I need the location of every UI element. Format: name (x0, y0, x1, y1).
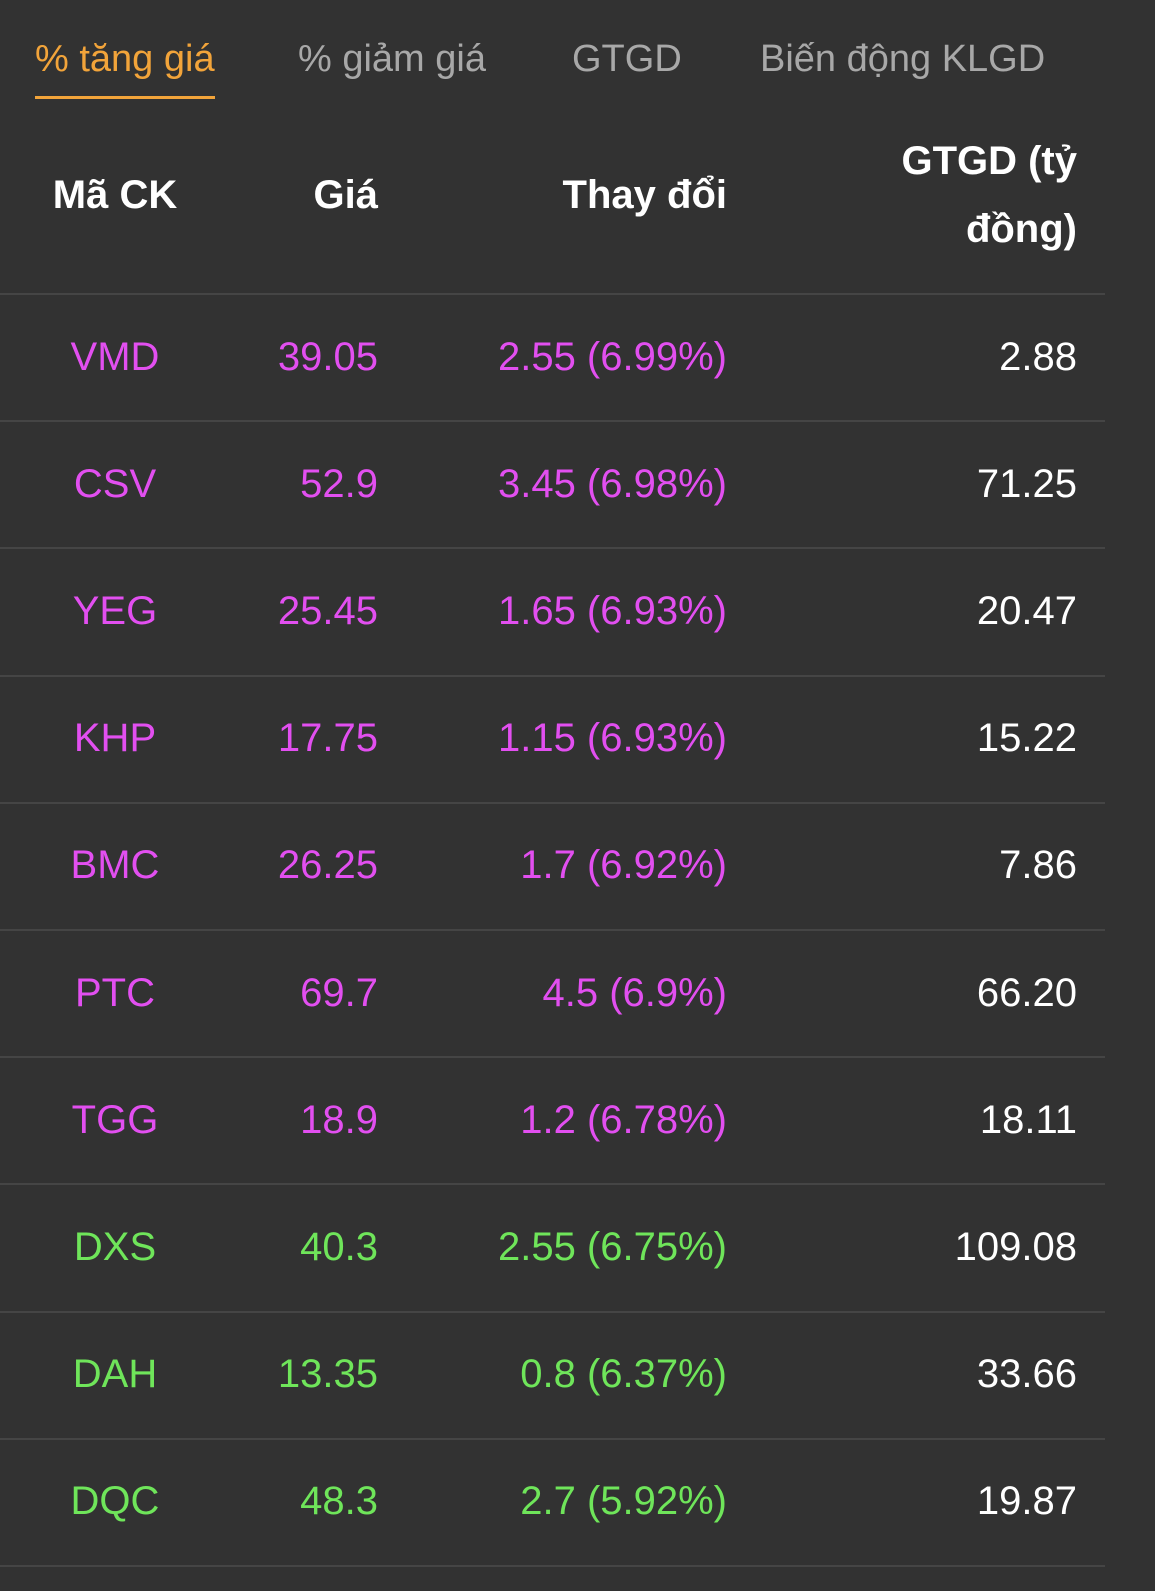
table-cell: 7.86 (999, 843, 1077, 888)
table-cell: TGG (71, 1097, 159, 1142)
table-cell: 26.25 (277, 843, 378, 888)
table-cell: CSV (73, 461, 157, 506)
table-cell: 71.25 (976, 461, 1077, 506)
table-cell: 19.87 (976, 1479, 1077, 1524)
table-cell: VMD (70, 334, 160, 379)
tab-underline (35, 96, 215, 99)
row-separator (0, 1438, 1105, 1440)
row-separator (0, 1565, 1105, 1567)
table-cell: 39.05 (277, 334, 378, 379)
table-cell: 69.7 (300, 970, 378, 1015)
row-separator (0, 420, 1105, 422)
table-cell: 33.66 (976, 1352, 1077, 1397)
tab[interactable]: GTGD (572, 38, 682, 80)
table-cell: 0.8 (6.37%) (520, 1352, 727, 1397)
table-cell: 3.45 (6.98%) (497, 461, 727, 506)
row-separator (0, 1056, 1105, 1058)
column-header: Mã CK (52, 173, 178, 217)
table-cell: 40.3 (300, 1225, 378, 1269)
table-cell: 15.22 (976, 716, 1077, 761)
row-separator (0, 1183, 1105, 1185)
table-cell: 2.55 (6.99%) (497, 334, 727, 379)
table-cell: DQC (70, 1479, 160, 1524)
row-separator (0, 929, 1105, 931)
table-cell: 25.45 (277, 589, 378, 633)
row-separator (0, 675, 1105, 677)
table-cell: 20.47 (976, 589, 1077, 633)
row-separator (0, 1311, 1105, 1313)
table-cell: 66.20 (976, 970, 1077, 1015)
table-cell: 109.08 (954, 1225, 1077, 1269)
table-cell: 48.3 (300, 1479, 378, 1524)
tab[interactable]: % giảm giá (298, 38, 486, 80)
column-header: Thay đổi (562, 173, 727, 217)
row-separator (0, 802, 1105, 804)
table-cell: DXS (73, 1225, 157, 1269)
table-cell: 52.9 (300, 461, 378, 506)
column-header: Giá (313, 173, 378, 217)
table-cell: 1.2 (6.78%) (520, 1097, 727, 1142)
table-cell: 1.15 (6.93%) (497, 716, 727, 761)
table-cell: 2.55 (6.75%) (497, 1225, 727, 1269)
table-cell: 18.11 (979, 1097, 1077, 1142)
table-cell: 13.35 (277, 1352, 378, 1397)
table-cell: 4.5 (6.9%) (542, 970, 727, 1015)
table-cell: 1.65 (6.93%) (497, 589, 727, 633)
table-cell: 17.75 (277, 716, 378, 761)
table-cell: 1.7 (6.92%) (520, 843, 727, 888)
tab[interactable]: Biến động KLGD (760, 38, 1046, 80)
table-cell: 2.7 (5.92%) (520, 1479, 727, 1524)
table-cell: KHP (73, 716, 157, 761)
table-cell: 2.88 (999, 334, 1077, 379)
table-cell: DAH (72, 1352, 158, 1397)
row-separator (0, 547, 1105, 549)
column-header: GTGD (tỷ đồng) (901, 139, 1077, 251)
table-cell: BMC (70, 843, 160, 888)
table-cell: 18.9 (300, 1097, 378, 1142)
table-cell: YEG (72, 589, 158, 633)
tab[interactable]: % tăng giá (35, 38, 215, 80)
table-cell: PTC (75, 970, 155, 1015)
row-separator (0, 293, 1105, 295)
